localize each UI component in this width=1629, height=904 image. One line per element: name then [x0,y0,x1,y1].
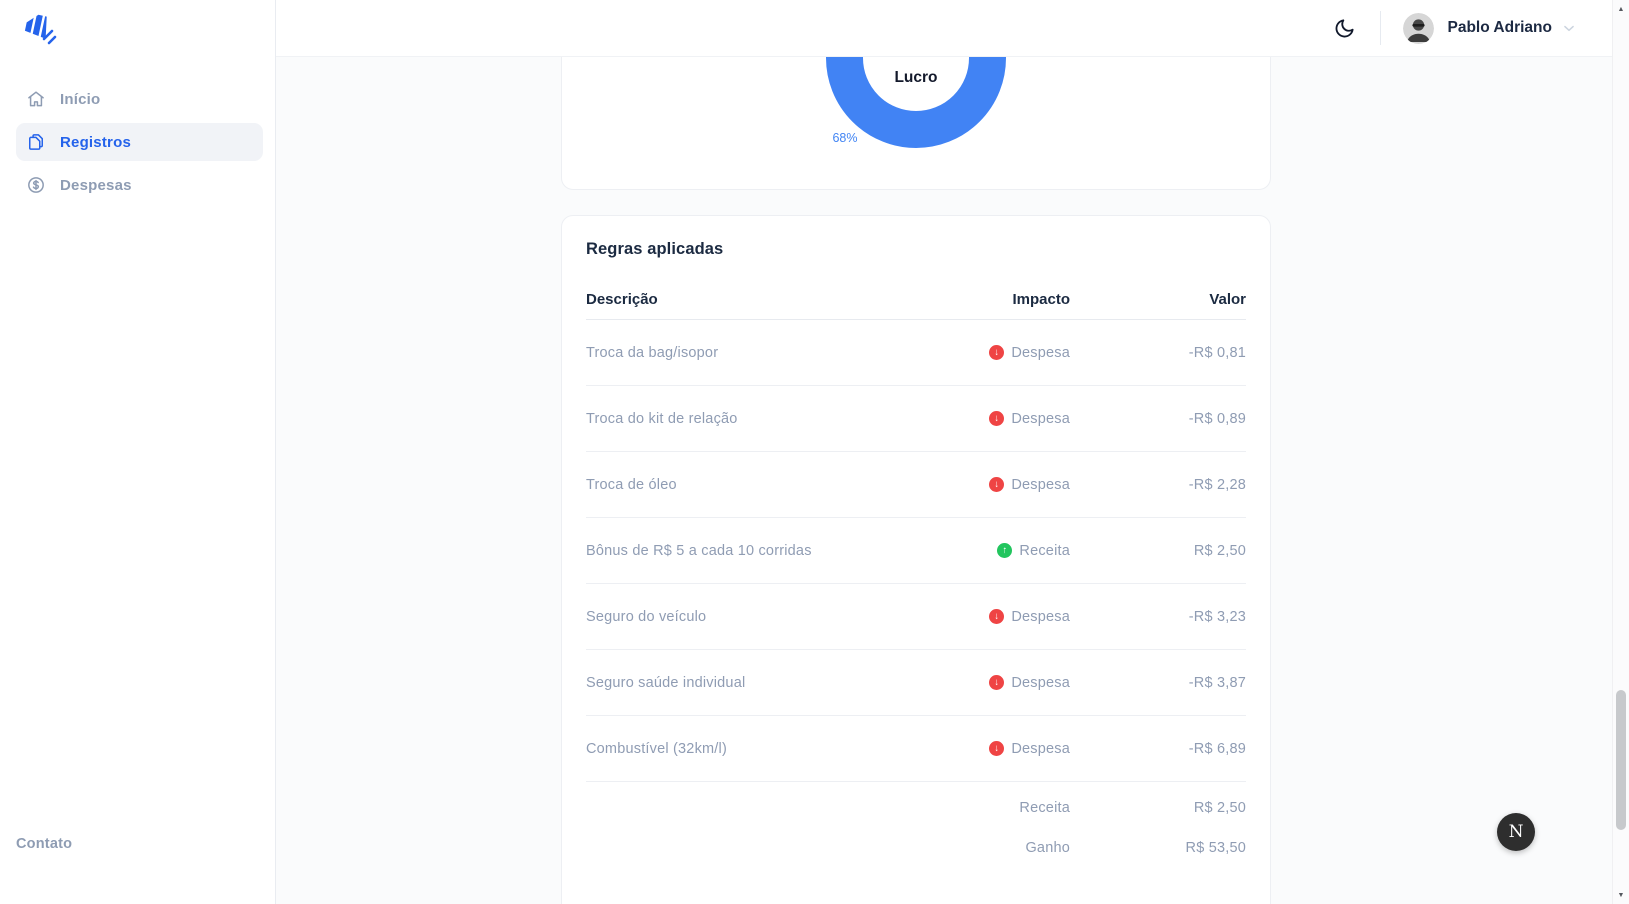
table-row: Bônus de R$ 5 a cada 10 corridas ↑ Recei… [586,518,1246,584]
notion-floating-button[interactable]: N [1497,813,1535,851]
impact-cell: ↑ Receita [920,543,1070,559]
sidebar-item-label: Despesas [60,176,132,194]
column-header-descricao: Descrição [586,290,658,308]
impact-cell: ↓ Despesa [920,477,1070,493]
summary-label: Ganho [1025,840,1070,856]
table-row: Seguro do veículo ↓ Despesa -R$ 3,23 [586,584,1246,650]
applied-rules-card: Regras aplicadas Descrição Impacto Valor… [561,215,1271,904]
rule-value: -R$ 0,89 [1188,410,1246,427]
impact-cell: ↓ Despesa [920,411,1070,427]
rule-description: Seguro do veículo [586,608,707,625]
table-row: Troca do kit de relação ↓ Despesa -R$ 0,… [586,386,1246,452]
impact-cell: ↓ Despesa [920,675,1070,691]
rule-description: Troca do kit de relação [586,410,738,427]
scroll-down-arrow-icon[interactable]: ▼ [1617,891,1625,899]
table-row: Troca da bag/isopor ↓ Despesa -R$ 0,81 [586,320,1246,386]
chart-segment-label: 68% [832,131,858,145]
rule-value: -R$ 0,81 [1188,344,1246,361]
rule-value: -R$ 3,23 [1188,608,1246,625]
documents-icon [26,132,46,152]
table-summary: Receita R$ 2,50 Ganho R$ 53,50 [586,782,1246,868]
sidebar: Início Registros Despesas Contato [0,0,276,904]
impact-badge: ↓ Despesa [989,675,1070,691]
sidebar-nav: Início Registros Despesas [0,80,275,209]
topbar: Pablo Adriano [276,0,1612,57]
avatar[interactable] [1402,12,1434,44]
summary-row: Ganho R$ 53,50 [586,828,1246,868]
home-icon [26,89,46,109]
table-row: Troca de óleo ↓ Despesa -R$ 2,28 [586,452,1246,518]
rule-value: -R$ 2,28 [1188,476,1246,493]
rule-value: -R$ 3,87 [1188,674,1246,691]
impact-cell: ↓ Despesa [920,609,1070,625]
arrow-down-circle-icon: ↓ [989,609,1005,624]
impact-label: Despesa [1011,674,1070,691]
moon-icon [1333,17,1356,40]
card-title: Regras aplicadas [586,240,724,258]
rule-value: R$ 2,50 [1193,542,1246,559]
impact-badge: ↓ Despesa [989,741,1070,757]
arrow-down-circle-icon: ↓ [989,411,1005,426]
arrow-down-circle-icon: ↓ [989,741,1005,756]
impact-badge: ↓ Despesa [989,345,1070,361]
column-header-valor: Valor [1209,290,1246,308]
impact-cell: ↓ Despesa [920,345,1070,361]
impact-badge: ↓ Despesa [989,411,1070,427]
rule-description: Troca de óleo [586,476,677,493]
profit-chart-card: Lucro 68% [561,57,1271,190]
sidebar-item-label: Registros [60,133,131,151]
scroll-up-arrow-icon[interactable]: ▲ [1617,5,1625,13]
topbar-divider [1379,11,1381,45]
rule-description: Bônus de R$ 5 a cada 10 corridas [586,542,812,559]
impact-label: Receita [1019,542,1070,559]
impact-label: Despesa [1011,740,1070,757]
gem-logo-icon [22,12,58,48]
rules-table: Descrição Impacto Valor Troca da bag/iso… [586,279,1246,868]
summary-value: R$ 2,50 [1193,800,1246,816]
arrow-up-circle-icon: ↑ [997,543,1013,558]
impact-badge: ↓ Despesa [989,477,1070,493]
main-content: Lucro 68% Regras aplicadas Descrição Imp… [276,57,1612,904]
impact-label: Despesa [1011,608,1070,625]
impact-badge: ↑ Receita [997,543,1070,559]
summary-row: Receita R$ 2,50 [586,788,1246,828]
sidebar-item-registros[interactable]: Registros [16,123,263,161]
doughnut-chart [826,57,1006,148]
table-row: Combustível (32km/l) ↓ Despesa -R$ 6,89 [586,716,1246,782]
rule-value: -R$ 6,89 [1188,740,1246,757]
sidebar-item-inicio[interactable]: Início [16,80,263,118]
dollar-circle-icon [26,175,46,195]
summary-label: Receita [1019,800,1070,816]
table-row: Seguro saúde individual ↓ Despesa -R$ 3,… [586,650,1246,716]
contato-link[interactable]: Contato [16,836,73,852]
impact-badge: ↓ Despesa [989,609,1070,625]
sidebar-item-label: Início [60,90,101,108]
impact-label: Despesa [1011,476,1070,493]
impact-label: Despesa [1011,344,1070,361]
chevron-down-icon[interactable] [1562,21,1576,35]
rule-description: Combustível (32km/l) [586,740,727,757]
theme-toggle-button[interactable] [1332,15,1358,41]
sidebar-item-despesas[interactable]: Despesas [16,166,263,204]
table-header: Descrição Impacto Valor [586,279,1246,320]
impact-cell: ↓ Despesa [920,741,1070,757]
scrollbar-thumb[interactable] [1616,690,1626,830]
impact-label: Despesa [1011,410,1070,427]
chart-center-label: Lucro [894,69,938,86]
column-header-impacto: Impacto [1012,290,1070,308]
user-name[interactable]: Pablo Adriano [1447,19,1553,36]
rule-description: Troca da bag/isopor [586,344,719,361]
arrow-down-circle-icon: ↓ [989,675,1005,690]
arrow-down-circle-icon: ↓ [989,345,1005,360]
summary-value: R$ 53,50 [1185,840,1246,856]
vertical-scrollbar[interactable]: ▲ ▼ [1612,0,1629,904]
rule-description: Seguro saúde individual [586,674,746,691]
arrow-down-circle-icon: ↓ [989,477,1005,492]
